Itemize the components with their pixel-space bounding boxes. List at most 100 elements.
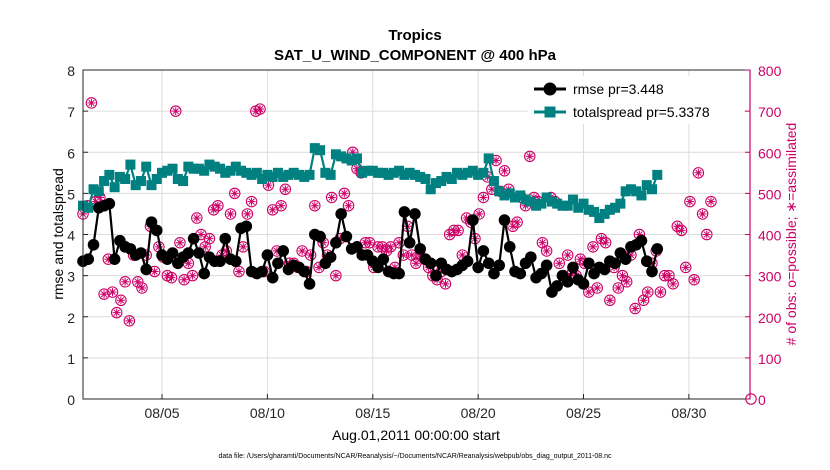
totalspread-point <box>193 163 204 174</box>
rmse-point <box>330 236 342 249</box>
obs-point <box>410 257 422 270</box>
obs-point <box>212 199 224 212</box>
obs-point <box>701 228 713 241</box>
chart-subtitle: SAT_U_WIND_COMPONENT @ 400 hPa <box>274 47 557 64</box>
totalspread-point <box>499 190 510 201</box>
rmse-point <box>393 267 405 280</box>
rmse-point <box>582 257 595 270</box>
totalspread-point <box>83 202 94 213</box>
totalspread-point <box>446 173 457 184</box>
rmse-point <box>488 267 500 280</box>
totalspread-point <box>515 190 526 201</box>
obs-point <box>178 273 190 286</box>
totalspread-point <box>330 149 341 160</box>
obs-point <box>275 199 287 212</box>
obs-point <box>136 282 148 294</box>
obs-point <box>174 236 186 249</box>
totalspread-point <box>552 198 563 209</box>
obs-point <box>498 165 511 177</box>
rmse-point <box>140 263 153 276</box>
legend-totalspread-marker <box>544 106 556 118</box>
footnote: data file: /Users/gharamti/Documents/NCA… <box>218 453 612 460</box>
totalspread-point <box>594 213 605 224</box>
totalspread-point <box>557 200 568 211</box>
totalspread-point <box>462 167 473 178</box>
totalspread-point <box>109 182 120 193</box>
obs-point <box>452 224 464 237</box>
totalspread-point <box>162 165 173 176</box>
totalspread-point <box>430 178 441 189</box>
obs-point <box>191 212 203 224</box>
totalspread-point <box>562 200 573 211</box>
totalspread-point <box>504 188 515 199</box>
rmse-point <box>503 241 516 253</box>
obs-point <box>612 282 625 294</box>
totalspread-point <box>647 184 658 195</box>
legend-rmse-label: rmse pr=3.448 <box>573 81 664 97</box>
rmse-point <box>535 267 548 280</box>
legend-rmse-marker <box>543 82 557 96</box>
obs-point <box>629 302 641 315</box>
obs-point <box>304 249 317 261</box>
obs-point <box>123 315 136 327</box>
totalspread-point <box>483 153 494 164</box>
obs-point <box>233 265 245 278</box>
obs-point <box>561 249 574 261</box>
totalspread-point <box>336 151 347 162</box>
y-right-tick-label: 300 <box>758 269 782 285</box>
obs-point <box>679 261 692 274</box>
rmse-point <box>646 265 658 278</box>
y-left-tick-label: 4 <box>67 228 75 244</box>
legend-totalspread-label: totalspread pr=5.3378 <box>573 104 710 120</box>
obs-point <box>110 306 123 319</box>
totalspread-point <box>220 167 231 178</box>
totalspread-point <box>441 171 452 182</box>
obs-point <box>477 191 490 204</box>
obs-point <box>620 276 633 288</box>
obs-point <box>85 97 98 109</box>
totalspread-point <box>241 167 252 178</box>
totalspread-point <box>625 184 636 195</box>
y-left-tick-label: 2 <box>67 310 75 326</box>
obs-point <box>663 269 675 282</box>
totalspread-point <box>283 169 294 180</box>
obs-point <box>692 167 705 179</box>
obs-point <box>591 282 603 294</box>
y-right-tick-label: 700 <box>758 104 782 120</box>
obs-point <box>384 241 397 253</box>
totalspread-point <box>478 167 489 178</box>
rmse-point <box>324 251 337 263</box>
obs-point <box>688 273 700 286</box>
totalspread-point <box>536 198 547 209</box>
obs-point <box>254 103 266 115</box>
totalspread-point <box>341 153 352 164</box>
rmse-point <box>335 208 347 220</box>
rmse-point <box>424 257 437 270</box>
obs-point <box>637 294 650 307</box>
left-axis: 0 1 2 3 4 5 6 7 8 <box>67 63 88 408</box>
rmse-point <box>598 263 611 276</box>
y-axis-left-label: rmse and totalspread <box>50 168 66 300</box>
y-left-tick-label: 0 <box>67 392 75 408</box>
totalspread-point <box>357 167 368 178</box>
rmse-point <box>266 271 279 284</box>
totalspread-point <box>99 176 110 187</box>
rmse-point <box>351 241 363 253</box>
obs-point <box>325 191 338 204</box>
obs-point <box>696 208 709 220</box>
totalspread-point <box>631 186 642 197</box>
totalspread-point <box>172 173 183 184</box>
totalspread-point <box>325 169 336 180</box>
rmse-point <box>198 267 210 280</box>
obs-point <box>228 187 241 200</box>
totalspread-point <box>351 153 362 164</box>
rmse-point <box>372 261 384 274</box>
obs-point <box>587 241 599 253</box>
y-right-tick-label: 800 <box>758 63 782 79</box>
totalspread-point <box>425 184 436 195</box>
rmse-point <box>314 230 326 243</box>
rmse-point <box>229 255 242 268</box>
totalspread-point <box>415 171 426 182</box>
obs-point <box>279 183 292 196</box>
